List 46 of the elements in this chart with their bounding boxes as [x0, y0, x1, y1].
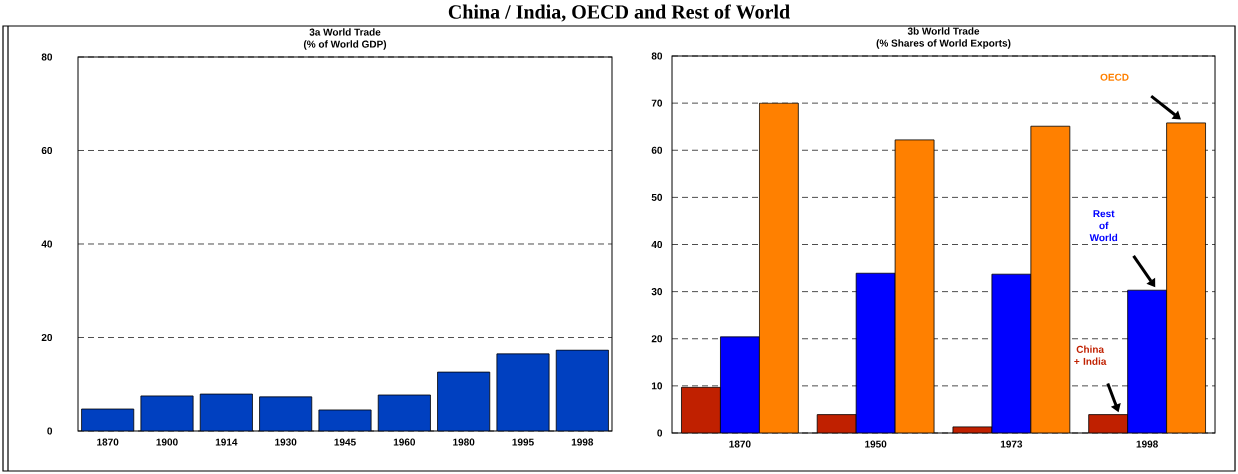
chart-subtitle: (% Shares of World Exports)	[876, 39, 1011, 49]
y-tick-label: 60	[651, 146, 663, 154]
y-tick-label: 10	[651, 382, 663, 390]
bar	[1127, 289, 1168, 433]
y-tick-label: 0	[47, 427, 53, 435]
x-tick-label: 1960	[393, 438, 416, 446]
y-tick-label: 40	[41, 240, 53, 248]
x-tick-label: 1914	[215, 438, 238, 446]
y-tick-label: 80	[651, 52, 663, 60]
bar	[378, 395, 431, 431]
x-tick-label: 1995	[512, 438, 534, 446]
x-tick-label: 1930	[275, 438, 297, 446]
y-tick-label: 70	[651, 99, 663, 107]
bar	[555, 349, 609, 431]
x-tick-label: 1998	[1136, 440, 1158, 448]
bar	[991, 273, 1032, 433]
bar	[855, 272, 896, 433]
bar	[437, 372, 490, 431]
x-tick-label: 1900	[156, 438, 178, 446]
bar	[200, 394, 253, 431]
y-tick-label: 30	[651, 288, 663, 296]
chart-title: 3b World Trade	[907, 27, 980, 35]
chart-subtitle: (% of World GDP)	[303, 40, 387, 50]
y-tick-label: 80	[41, 53, 53, 61]
bar	[259, 396, 312, 431]
bar	[140, 395, 194, 431]
y-tick-label: 50	[651, 193, 663, 201]
x-tick-label: 1950	[865, 440, 887, 448]
y-tick-label: 60	[41, 146, 53, 155]
text: China + India	[1074, 345, 1107, 365]
x-tick-label: 1945	[334, 438, 356, 446]
x-tick-label: 1870	[97, 438, 119, 446]
x-tick-label: 1870	[729, 440, 751, 448]
bar	[496, 353, 550, 431]
text: China / India, OECD and Rest of World	[448, 4, 790, 22]
y-tick-label: 20	[41, 333, 53, 342]
bar	[720, 336, 760, 433]
y-tick-label: 0	[657, 429, 663, 437]
y-tick-label: 40	[651, 240, 663, 249]
text: OECD	[1100, 73, 1129, 81]
chart-title: 3a World Trade	[309, 28, 381, 36]
y-tick-label: 20	[651, 335, 663, 343]
text: Rest of World	[1089, 210, 1118, 242]
x-tick-label: 1973	[1000, 440, 1023, 448]
x-tick-label: 1998	[571, 438, 594, 446]
x-tick-label: 1980	[453, 438, 475, 446]
